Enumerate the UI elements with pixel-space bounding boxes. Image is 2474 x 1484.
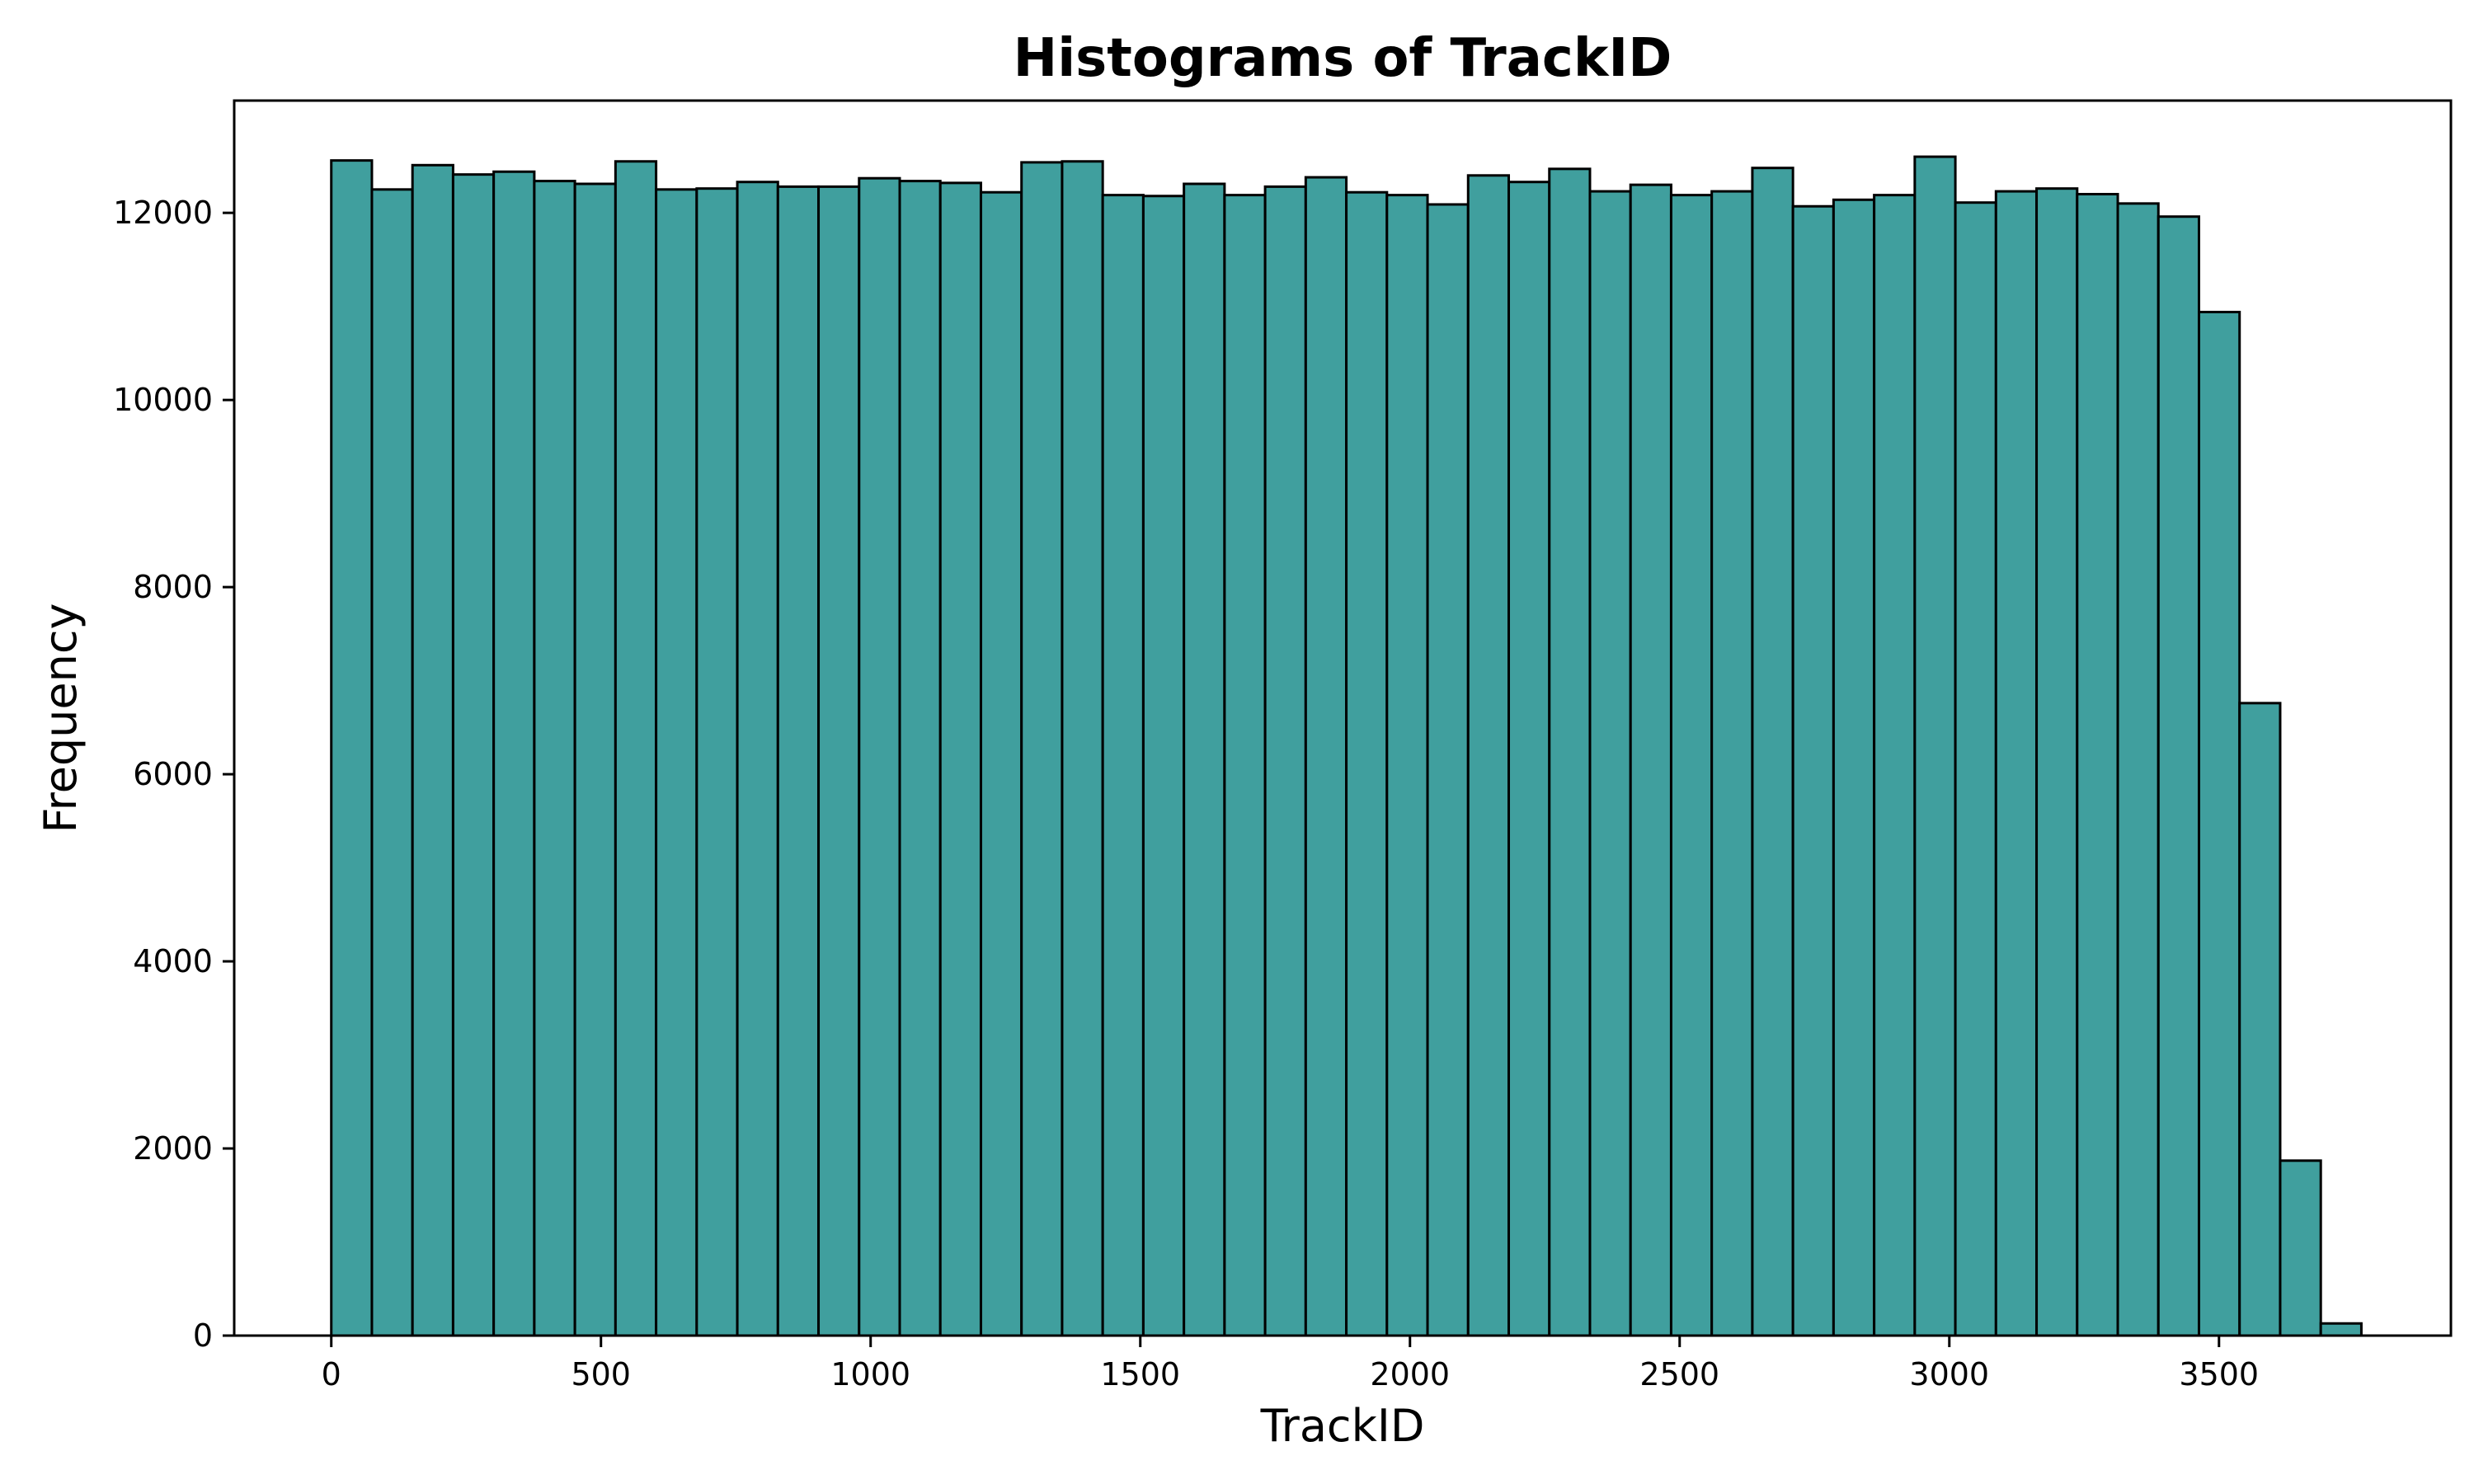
histogram-bar — [2238, 702, 2282, 1337]
y-tick-label: 6000 — [133, 756, 213, 792]
histogram-bar — [979, 190, 1023, 1337]
x-tick-label: 1000 — [830, 1356, 910, 1392]
x-axis: 0 500 1000 1500 2000 2500 3000 3500 — [322, 1336, 2259, 1392]
histogram-bar — [1913, 155, 1957, 1337]
histogram-bar — [492, 170, 536, 1337]
x-tick-label: 3500 — [2179, 1356, 2259, 1392]
histogram-bar — [1385, 194, 1429, 1337]
histogram-bar — [1466, 174, 1511, 1337]
y-tick-label: 12000 — [113, 195, 213, 231]
histogram-bar — [1954, 201, 1997, 1337]
histogram-bar — [1669, 194, 1714, 1337]
y-tick-label: 2000 — [133, 1130, 213, 1167]
histogram-bar — [858, 176, 901, 1337]
histogram-bar — [1994, 190, 2039, 1337]
histogram-bar — [898, 180, 942, 1337]
y-tick-label: 8000 — [133, 569, 213, 605]
histogram-bar — [330, 159, 374, 1337]
histogram-bar — [1588, 190, 1632, 1337]
histogram-bar — [1101, 194, 1145, 1337]
histogram-bar — [695, 187, 739, 1337]
x-tick-label: 2000 — [1370, 1356, 1450, 1392]
histogram-bar — [938, 181, 982, 1337]
histogram-bar — [2197, 310, 2241, 1337]
histogram-bar — [451, 173, 496, 1337]
histogram-bar — [1263, 185, 1307, 1337]
bars-group — [330, 155, 2363, 1337]
histogram-bar — [1141, 195, 1186, 1337]
plot-frame — [233, 99, 2453, 1337]
histogram-bar — [2279, 1159, 2322, 1337]
histogram-bar — [1791, 204, 1835, 1337]
histogram-bar — [817, 185, 861, 1337]
histogram-bar — [1061, 160, 1104, 1337]
histogram-bar — [1020, 161, 1064, 1337]
histogram-bar — [2319, 1322, 2363, 1337]
histogram-bar — [1548, 167, 1592, 1337]
histogram-bar — [1832, 198, 1876, 1337]
y-axis-label: Frequency — [35, 603, 87, 834]
x-tick-label: 3000 — [1909, 1356, 1989, 1392]
histogram-bar — [614, 160, 658, 1337]
y-axis: 0 2000 4000 6000 8000 10000 12000 — [113, 195, 234, 1354]
histogram-bar — [1304, 176, 1348, 1337]
histogram-bar — [776, 185, 821, 1337]
y-tick-label: 0 — [193, 1317, 213, 1354]
histogram-bar — [1751, 167, 1794, 1337]
x-tick-label: 500 — [571, 1356, 631, 1392]
histogram-bar — [533, 180, 576, 1337]
histogram-bar — [1710, 190, 1754, 1337]
histogram-bar — [573, 182, 617, 1337]
histogram-bar — [411, 163, 454, 1337]
histogram-bar — [370, 188, 414, 1337]
x-tick-label: 0 — [322, 1356, 341, 1392]
histogram-bar — [736, 181, 779, 1337]
histogram-bar — [1183, 182, 1226, 1337]
histogram-bar — [1223, 194, 1267, 1337]
histogram-bar — [2035, 187, 2079, 1337]
histogram-bar — [1873, 194, 1917, 1337]
x-axis-label: TrackID — [1260, 1400, 1425, 1452]
y-tick-label: 4000 — [133, 943, 213, 979]
histogram-bar — [1629, 183, 1672, 1337]
x-tick-label: 2500 — [1639, 1356, 1719, 1392]
histogram-bar — [2157, 215, 2200, 1337]
y-tick-label: 10000 — [113, 382, 213, 418]
histogram-bar — [1507, 181, 1551, 1337]
histogram-bar — [2116, 202, 2160, 1337]
x-tick-label: 1500 — [1100, 1356, 1180, 1392]
histogram-bar — [2076, 192, 2119, 1337]
chart-title: Histograms of TrackID — [1014, 28, 1672, 89]
histogram-bar — [1345, 190, 1389, 1337]
histogram-bar — [1426, 203, 1470, 1337]
histogram-bar — [655, 188, 698, 1337]
